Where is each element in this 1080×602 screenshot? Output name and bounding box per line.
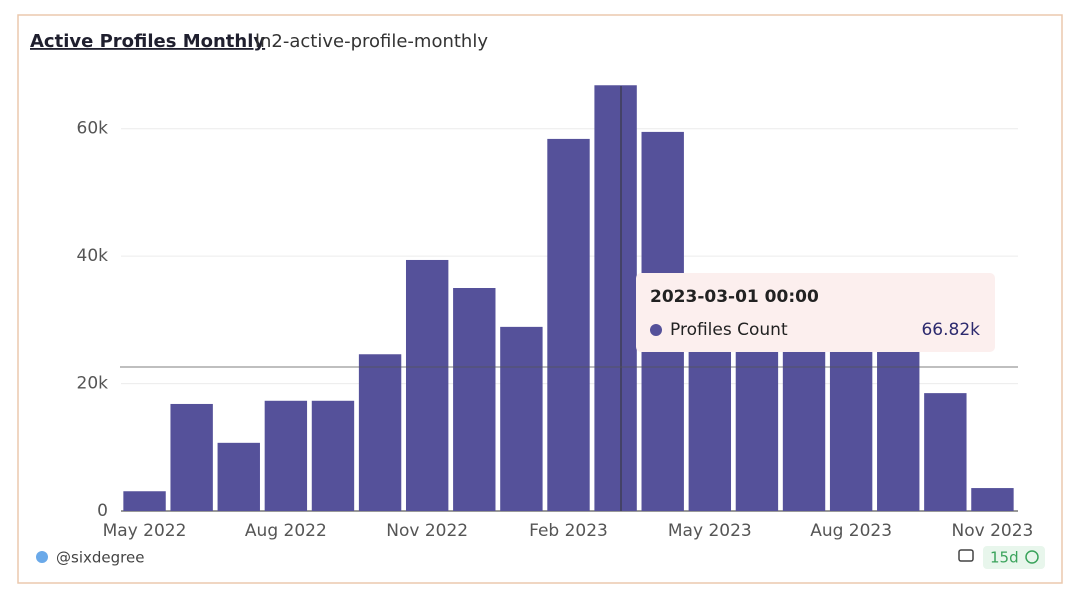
x-tick-label: Nov 2022 [386,521,468,541]
x-tick-label: Feb 2023 [529,521,608,541]
bar [971,488,1014,511]
bar [358,354,402,511]
author[interactable]: @sixdegree [56,549,144,567]
bar [453,288,496,511]
x-tick-label: Nov 2023 [952,521,1034,541]
bar [264,400,308,511]
chart-title[interactable]: Active Profiles Monthly [30,31,265,52]
bar [924,393,967,511]
tooltip-title: 2023-03-01 00:00 [650,287,819,307]
camera-icon[interactable] [958,549,974,562]
y-tick-label: 60k [77,119,109,139]
y-tick-label: 20k [77,374,109,394]
tooltip-value: 66.82k [921,320,980,340]
bar [500,326,543,511]
tooltip-series: Profiles Count [670,320,788,340]
chart-subtitle: ln2-active-profile-monthly [255,31,488,52]
bar [405,259,449,511]
bar [217,442,260,511]
bar [735,326,779,511]
bar [594,85,637,512]
tooltip-box [636,273,995,352]
bar [877,345,920,511]
bar [123,491,166,511]
bar [311,400,355,511]
plot: 0 20k 40k 60k May 2022 Aug 2022 Nov 2022 Feb 20… [77,85,1034,541]
y-tick-label: 0 [97,501,108,521]
tooltip: 2023-03-01 00:00 Profiles Count 66.82k [636,273,995,352]
x-tick-label: May 2022 [103,521,187,541]
bar [782,332,826,511]
bar [829,338,873,511]
tooltip-swatch [650,324,662,336]
x-tick-label: May 2023 [668,521,752,541]
footer: @sixdegree 15d [36,546,1045,569]
x-tick-label: Aug 2023 [810,521,892,541]
author-icon [36,551,48,563]
y-tick-label: 40k [77,246,109,266]
bar [170,403,213,511]
x-tick-label: Aug 2022 [245,521,327,541]
age: 15d [990,549,1019,567]
check-icon [1025,550,1039,564]
bar [547,138,590,511]
